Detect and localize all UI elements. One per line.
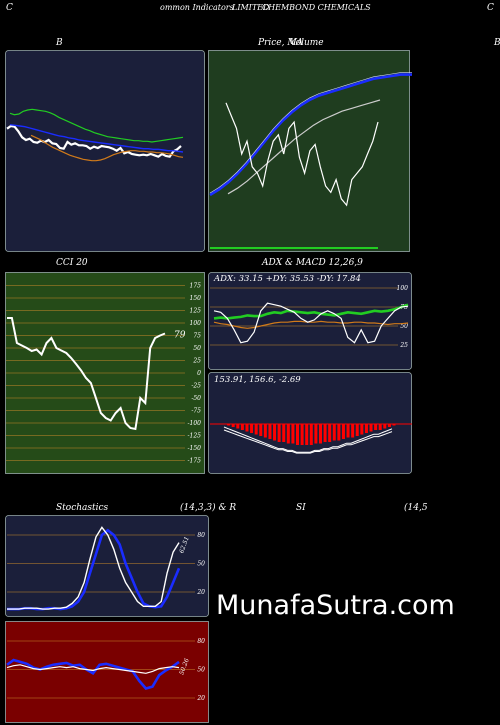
macd-panel xyxy=(208,372,412,474)
cci-tick-label: -50 xyxy=(191,395,201,402)
bollinger-background xyxy=(5,50,205,252)
cci-tick-label: 25 xyxy=(192,358,201,365)
rsi-background xyxy=(5,621,209,723)
price-overlay-title: Volume xyxy=(290,38,324,48)
cci-tick-label: 0 xyxy=(197,370,201,377)
stoch-tick-label: 20 xyxy=(196,589,205,596)
price-ma-title: Price, MA xyxy=(258,38,304,48)
adx-series-line xyxy=(213,320,409,329)
cci-last-value: 79 xyxy=(174,331,186,341)
cci-title: CCI 20 xyxy=(56,258,88,268)
header-text-c: CHEMBOND CHEMICALS xyxy=(262,3,371,12)
macd-values: 153.91, 156.6, -2.69 xyxy=(214,375,301,385)
header-right-letter: C xyxy=(487,3,494,13)
rsi-tick-label: 80 xyxy=(197,638,205,645)
adx-tick-label: 50 xyxy=(400,323,408,330)
rsi-tick-label: 50 xyxy=(197,667,205,674)
macd-signal-line xyxy=(223,429,393,454)
cci-line xyxy=(7,317,166,431)
cci-tick-label: 175 xyxy=(190,283,202,290)
rsi-series-line xyxy=(6,664,180,674)
si-title: SI xyxy=(296,503,306,513)
cci-tick-label: -25 xyxy=(191,383,201,390)
bollinger-series-line xyxy=(30,134,184,162)
cci-tick-label: -75 xyxy=(191,408,201,415)
adx-panel: 100 75 50 25 xyxy=(208,272,412,370)
adx-tick-label: 100 xyxy=(397,285,409,292)
bollinger-panel xyxy=(5,50,205,252)
price-ma-series-line xyxy=(209,73,412,197)
bollinger-series-line xyxy=(6,124,182,158)
cci-panel: 175 150 125 100 75 50 25 0 -25 -50 -75 -100 -125 -150… xyxy=(5,272,205,474)
macd-line xyxy=(223,426,393,453)
cci-tick-label: 50 xyxy=(193,345,201,352)
cci-tick-label: 75 xyxy=(193,333,201,340)
adx-series-line xyxy=(213,303,409,320)
stoch-tick-label: 50 xyxy=(197,561,205,568)
cci-tick-label: -100 xyxy=(188,420,202,427)
cci-tick-label: 100 xyxy=(190,320,202,327)
cci-tick-label: 125 xyxy=(190,308,202,315)
watermark: MunafaSutra.com xyxy=(216,590,455,621)
stoch-series-line xyxy=(7,526,180,610)
stoch-tick-label: 80 xyxy=(197,532,205,539)
adx-tick-label: 75 xyxy=(400,304,408,311)
price-ma-series-line xyxy=(225,102,379,207)
header-text-a: ommon Indicators xyxy=(160,3,234,12)
adx-macd-title: ADX & MACD 12,26,9 xyxy=(262,258,363,268)
cci-tick-label: -150 xyxy=(188,445,202,452)
adx-series-line xyxy=(213,302,409,344)
right-cut-title: B xyxy=(494,38,500,48)
cci-tick-label: -125 xyxy=(188,433,202,440)
adx-tick-label: 25 xyxy=(399,342,408,349)
macd-background xyxy=(208,372,412,474)
bollinger-series-line xyxy=(9,108,184,143)
cci-tick-label: -175 xyxy=(188,458,202,465)
stoch-params: (14,3,3) & R xyxy=(180,503,237,513)
rsi-tick-label: 20 xyxy=(196,695,205,702)
stoch-background xyxy=(5,515,209,617)
price-ma-series-highlight xyxy=(209,72,412,194)
header-left-letter: C xyxy=(6,3,13,13)
stoch-title: Stochastics xyxy=(56,503,109,513)
price-ma-panel xyxy=(208,50,412,252)
cci-tick-label: 150 xyxy=(190,295,202,302)
rsi-series-line xyxy=(6,658,180,690)
rsi-params: (14,5 xyxy=(404,503,428,513)
bollinger-series-line xyxy=(9,124,184,153)
price-background xyxy=(208,50,410,252)
adx-values: ADX: 33.15 +DY: 35.53 -DY: 17.84 xyxy=(214,274,361,284)
price-ma-series-line xyxy=(227,99,381,195)
bb-title: B xyxy=(56,38,63,48)
header-text-b: LIMITED xyxy=(232,3,270,12)
